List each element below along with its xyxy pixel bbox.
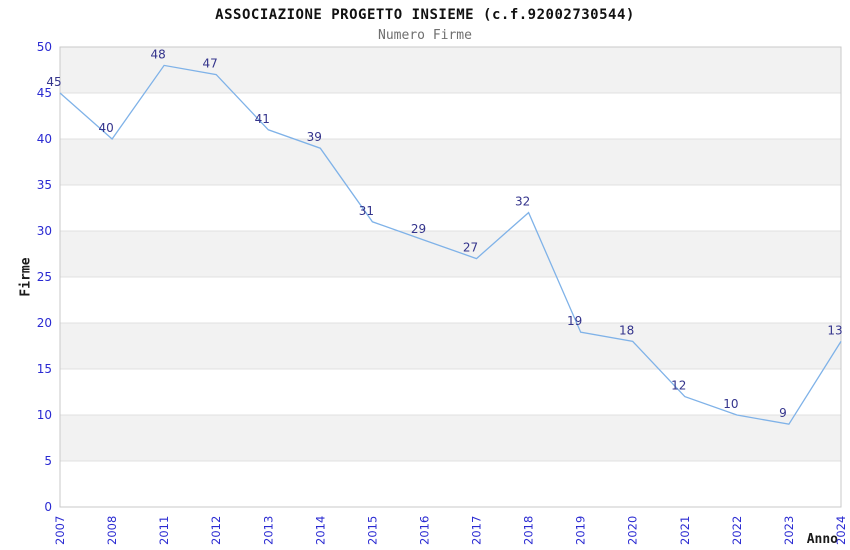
- x-tick-label: 2018: [522, 516, 536, 545]
- x-tick-label: 2008: [105, 516, 119, 545]
- x-tick-label: 2024: [834, 516, 848, 545]
- point-label: 10: [723, 397, 738, 411]
- point-label: 13: [827, 323, 842, 337]
- grid-band: [60, 323, 841, 369]
- y-tick-label: 20: [37, 316, 52, 330]
- point-label: 18: [619, 323, 634, 337]
- point-label: 39: [307, 130, 322, 144]
- point-label: 9: [779, 406, 787, 420]
- point-label: 41: [255, 112, 270, 126]
- y-tick-label: 15: [37, 362, 52, 376]
- point-label: 32: [515, 195, 530, 209]
- chart-title: ASSOCIAZIONE PROGETTO INSIEME (c.f.92002…: [215, 7, 635, 23]
- x-tick-label: 2007: [53, 516, 67, 545]
- series-line: [59, 64, 842, 425]
- y-tick-label: 10: [37, 408, 52, 422]
- x-tick-label: 2022: [730, 516, 744, 545]
- plot-border: [59, 46, 842, 508]
- y-tick-label: 50: [37, 40, 52, 54]
- x-tick-label: 2016: [418, 516, 432, 545]
- point-label: 48: [150, 47, 165, 61]
- grid-band: [60, 47, 841, 93]
- x-tick-label: 2013: [261, 516, 275, 545]
- x-tick-label: 2020: [626, 516, 640, 545]
- x-tick-label: 2011: [157, 516, 171, 545]
- x-tick-label: 2023: [782, 516, 796, 545]
- point-label: 12: [671, 379, 686, 393]
- point-label: 27: [463, 241, 478, 255]
- x-tick-label: 2019: [574, 516, 588, 545]
- x-tick-label: 2021: [678, 516, 692, 545]
- y-tick-label: 25: [37, 270, 52, 284]
- point-label: 40: [98, 121, 113, 135]
- x-tick-label: 2012: [209, 516, 223, 545]
- x-axis-title: Anno: [806, 532, 838, 547]
- grid-band: [60, 415, 841, 461]
- point-label: 47: [203, 57, 218, 71]
- chart-subtitle: Numero Firme: [378, 28, 472, 43]
- x-tick-label: 2015: [365, 516, 379, 545]
- point-label: 31: [359, 204, 374, 218]
- y-tick-label: 30: [37, 224, 52, 238]
- y-tick-label: 40: [37, 132, 52, 146]
- y-tick-label: 5: [44, 454, 52, 468]
- grid-band: [60, 139, 841, 185]
- grid-band: [60, 231, 841, 277]
- y-tick-label: 35: [37, 178, 52, 192]
- point-label: 45: [46, 75, 61, 89]
- y-tick-label: 45: [37, 86, 52, 100]
- y-tick-label: 0: [44, 500, 52, 514]
- x-tick-label: 2017: [470, 516, 484, 545]
- x-tick-label: 2014: [313, 516, 327, 545]
- point-label: 29: [411, 222, 426, 236]
- point-label: 19: [567, 314, 582, 328]
